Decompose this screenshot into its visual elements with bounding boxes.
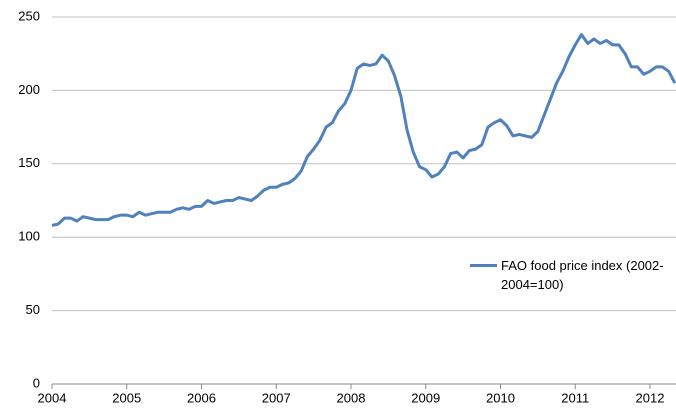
y-tick-label: 50 bbox=[26, 302, 40, 317]
data-line bbox=[51, 33, 676, 227]
y-tick-label: 250 bbox=[18, 8, 40, 23]
x-tick-label: 2006 bbox=[187, 390, 216, 405]
y-tick-label: 0 bbox=[33, 375, 40, 390]
x-tick-label: 2011 bbox=[561, 390, 589, 405]
legend: FAO food price index (2002-2004=100) bbox=[470, 256, 676, 300]
x-tick-label: 2005 bbox=[112, 390, 141, 405]
x-tick-label: 2010 bbox=[486, 390, 515, 405]
x-tick-label: 2009 bbox=[411, 390, 440, 405]
x-tick-label: 2012 bbox=[636, 390, 665, 405]
legend-label: FAO food price index (2002-2004=100) bbox=[501, 258, 664, 292]
x-tick-label: 2007 bbox=[262, 390, 291, 405]
legend-swatch bbox=[470, 264, 497, 267]
x-tick-label: 2008 bbox=[337, 390, 366, 405]
y-tick-label: 200 bbox=[18, 82, 40, 97]
y-tick-label: 150 bbox=[18, 155, 40, 170]
y-tick-label: 100 bbox=[18, 229, 40, 244]
x-tick-label: 2004 bbox=[38, 390, 67, 405]
